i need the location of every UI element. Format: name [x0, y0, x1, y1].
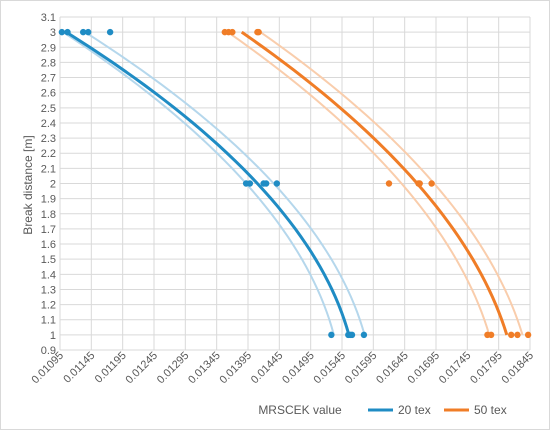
- x-tick-label: 0.01845: [500, 350, 537, 387]
- y-tick-label: 0.9: [41, 345, 56, 357]
- y-tick-label: 1.3: [41, 284, 56, 296]
- data-point-1-2: [229, 28, 236, 36]
- data-point-1-7: [416, 180, 423, 187]
- legend-label-50tex: 50 tex: [474, 403, 507, 417]
- y-tick-label: 2.2: [41, 148, 56, 160]
- data-point-0-13: [348, 331, 356, 339]
- y-axis-title: Break distance [m]: [21, 135, 35, 234]
- x-tick-label: 0.01445: [249, 350, 286, 387]
- data-point-0-9: [273, 180, 281, 187]
- data-point-1-10: [487, 331, 495, 339]
- x-tick-label: 0.01245: [124, 350, 161, 387]
- data-point-0-0: [58, 28, 66, 36]
- x-tick-label: 0.01695: [406, 350, 443, 387]
- x-tick-label: 0.01345: [186, 350, 223, 387]
- data-point-0-10: [328, 331, 335, 339]
- y-tick-label: 2.5: [41, 103, 56, 115]
- data-point-0-6: [246, 180, 254, 187]
- x-tick-label: 0.01195: [93, 350, 129, 386]
- data-point-1-5: [385, 180, 393, 187]
- y-tick-label: 1.8: [41, 209, 56, 221]
- data-point-0-4: [106, 28, 114, 36]
- data-point-1-13: [524, 331, 532, 339]
- x-tick-label: 0.01495: [280, 350, 317, 387]
- y-tick-label: 2: [50, 179, 56, 191]
- x-axis-title: MRSCEK value: [258, 403, 342, 417]
- x-tick-label: 0.01545: [312, 350, 349, 387]
- y-tick-label: 1.9: [41, 194, 56, 206]
- y-tick-labels: 0.9 1 1.1 1.2 1.3 1.4 1.5 1.6 1.7 1.8 1.9 2 2.1 2.2 2.…: [41, 12, 56, 357]
- data-point-0-2: [79, 28, 87, 36]
- y-tick-label: 1.5: [41, 254, 56, 266]
- y-tick-label: 2.1: [41, 163, 56, 175]
- x-tick-label: 0.01295: [155, 350, 192, 387]
- bound-curve-1-0: [227, 31, 491, 336]
- data-point-0-8: [262, 180, 270, 187]
- data-point-1-8: [428, 180, 435, 187]
- x-tick-label: 0.01595: [343, 350, 380, 387]
- y-tick-label: 2.4: [41, 118, 56, 130]
- x-tick-label: 0.01145: [61, 350, 97, 386]
- data-point-1-12: [514, 331, 521, 339]
- data-point-0-1: [64, 28, 71, 36]
- fit-curve-0: [65, 30, 351, 336]
- x-tick-label: 0.01395: [218, 350, 255, 387]
- x-tick-label: 0.01795: [468, 350, 505, 387]
- y-tick-label: 1.6: [41, 239, 56, 251]
- data-points: [58, 28, 532, 339]
- x-tick-label: 0.01745: [437, 350, 474, 387]
- data-point-0-3: [85, 28, 92, 36]
- data-point-0-14: [360, 331, 368, 339]
- x-tick-label: 0.01645: [374, 350, 411, 387]
- y-tick-label: 1: [50, 330, 56, 342]
- y-tick-label: 1.7: [41, 224, 56, 236]
- y-tick-label: 2.6: [41, 88, 56, 100]
- y-tick-label: 1.2: [41, 300, 56, 312]
- y-tick-label: 2.8: [41, 57, 56, 69]
- grid-lines: [59, 16, 531, 351]
- y-tick-label: 1.1: [41, 315, 56, 327]
- y-tick-label: 1.4: [41, 269, 56, 281]
- data-point-1-11: [508, 331, 515, 339]
- y-tick-label: 3.1: [41, 12, 56, 24]
- y-tick-label: 3: [50, 27, 56, 39]
- legend-label-20tex: 20 tex: [398, 403, 431, 417]
- legend: 20 tex 50 tex: [368, 403, 507, 417]
- y-tick-label: 2.7: [41, 73, 56, 85]
- x-tick-labels: 0.010950.011450.011950.012450.012950.013…: [30, 350, 537, 387]
- y-tick-label: 2.3: [41, 133, 56, 145]
- y-tick-label: 2.9: [41, 42, 56, 54]
- data-point-1-4: [255, 28, 262, 36]
